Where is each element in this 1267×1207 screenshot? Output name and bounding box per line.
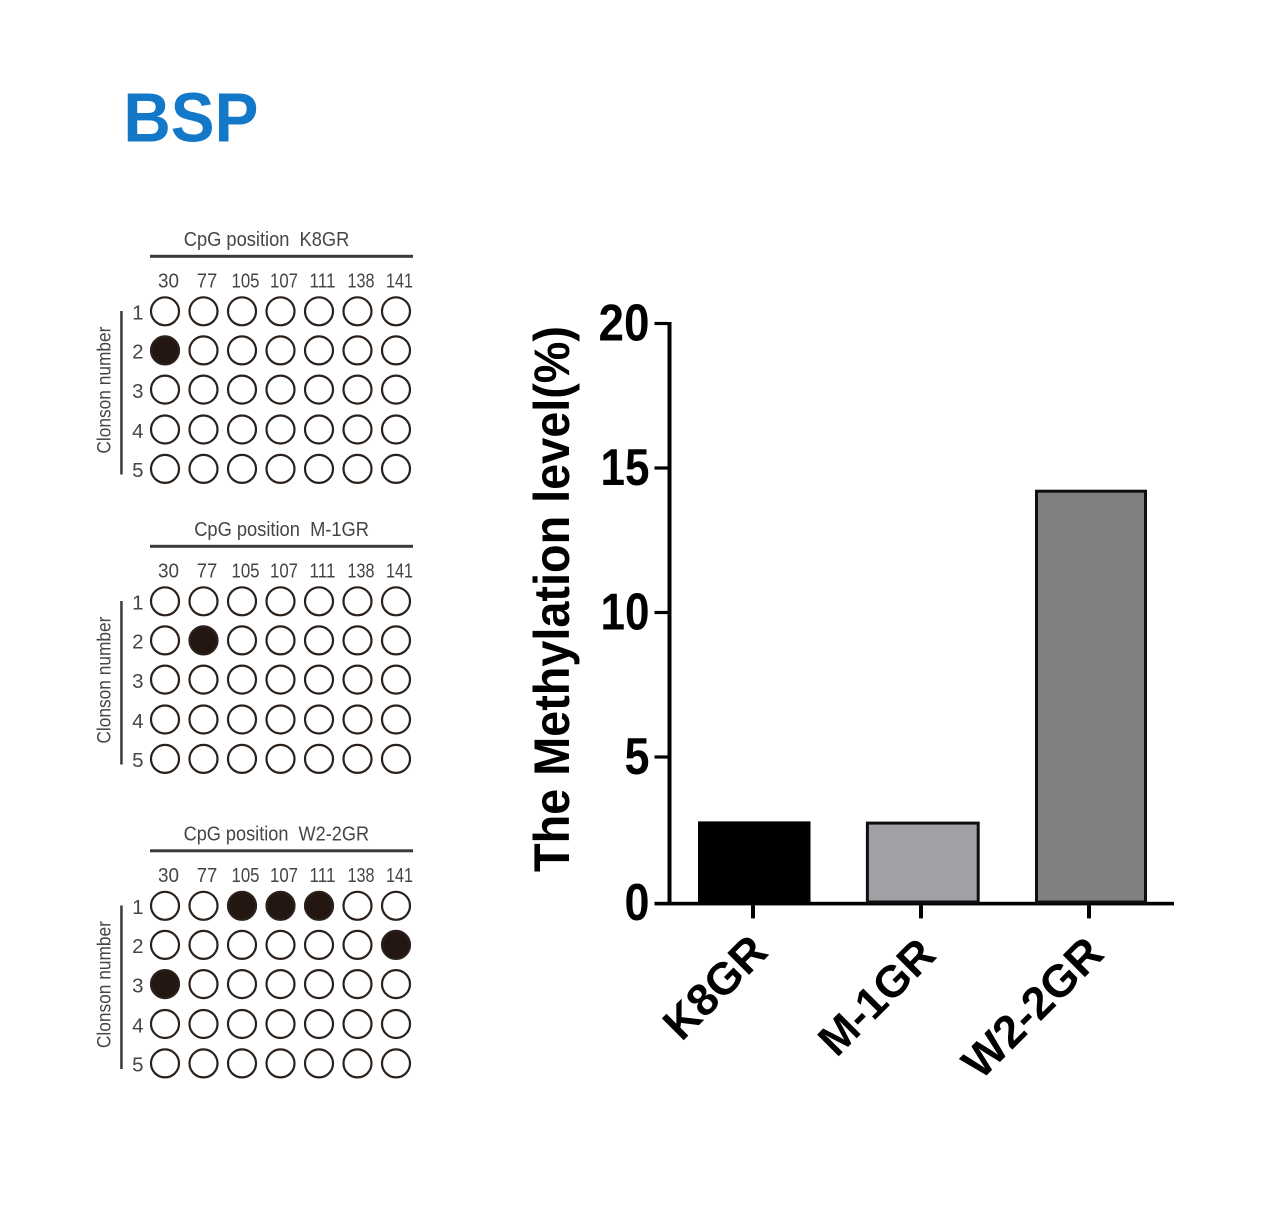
svg-text:138: 138 (348, 560, 375, 583)
svg-text:4: 4 (132, 1014, 143, 1037)
svg-text:1: 1 (132, 896, 143, 919)
svg-text:Clonson number: Clonson number (94, 616, 116, 743)
svg-text:30: 30 (158, 270, 179, 293)
svg-text:111: 111 (310, 560, 336, 583)
svg-text:The Methylation level(%): The Methylation level(%) (524, 326, 580, 872)
svg-text:5: 5 (625, 727, 650, 785)
svg-text:138: 138 (348, 270, 375, 293)
svg-text:107: 107 (270, 270, 298, 293)
svg-text:CpG position K8GR: CpG position K8GR (184, 228, 349, 251)
svg-text:2: 2 (132, 935, 143, 958)
svg-text:1: 1 (132, 302, 143, 325)
svg-text:5: 5 (132, 1054, 143, 1077)
svg-text:111: 111 (310, 270, 336, 293)
svg-text:5: 5 (132, 459, 143, 482)
svg-text:77: 77 (197, 270, 218, 293)
svg-text:4: 4 (132, 420, 143, 443)
svg-text:10: 10 (601, 582, 650, 640)
svg-text:CpG position M-1GR: CpG position M-1GR (194, 518, 369, 541)
svg-text:5: 5 (132, 749, 143, 772)
svg-text:3: 3 (132, 670, 143, 693)
svg-text:111: 111 (310, 864, 336, 887)
svg-text:2: 2 (132, 631, 143, 654)
svg-text:20: 20 (599, 293, 650, 351)
svg-text:15: 15 (601, 438, 650, 496)
svg-text:Clonson number: Clonson number (94, 921, 116, 1048)
svg-text:3: 3 (132, 974, 143, 997)
svg-text:105: 105 (232, 864, 260, 887)
svg-text:CpG position W2-2GR: CpG position W2-2GR (184, 823, 370, 846)
svg-text:105: 105 (232, 560, 260, 583)
svg-text:3: 3 (132, 380, 143, 403)
svg-text:30: 30 (158, 560, 179, 583)
svg-text:2: 2 (132, 341, 143, 364)
svg-text:BSP: BSP (123, 79, 258, 157)
svg-text:141: 141 (386, 270, 413, 293)
svg-text:141: 141 (386, 864, 413, 887)
svg-text:Clonson number: Clonson number (94, 326, 116, 453)
svg-text:107: 107 (270, 864, 298, 887)
svg-text:4: 4 (132, 710, 143, 733)
svg-text:105: 105 (232, 270, 260, 293)
svg-text:0: 0 (625, 873, 650, 931)
svg-text:141: 141 (386, 560, 413, 583)
svg-text:77: 77 (197, 864, 218, 887)
svg-text:30: 30 (158, 864, 179, 887)
svg-text:138: 138 (348, 864, 375, 887)
svg-text:77: 77 (197, 560, 218, 583)
svg-text:107: 107 (270, 560, 298, 583)
svg-text:1: 1 (132, 592, 143, 615)
